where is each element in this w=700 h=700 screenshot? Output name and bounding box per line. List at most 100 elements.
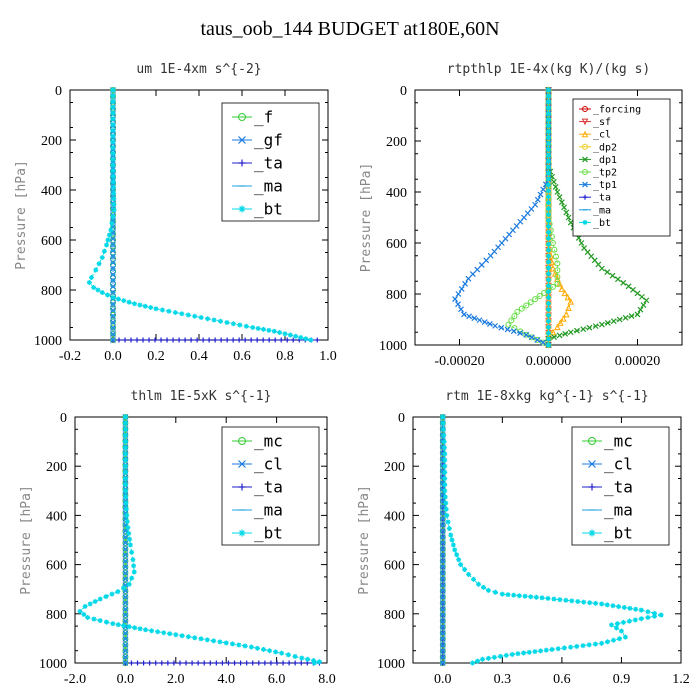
y-tick-label: 400 xyxy=(384,509,405,524)
data-point xyxy=(110,145,116,151)
data-point xyxy=(561,645,567,651)
data-point xyxy=(77,608,83,614)
data-point xyxy=(604,602,610,608)
data-point xyxy=(534,336,541,343)
legend-marker xyxy=(582,194,588,200)
data-point xyxy=(546,223,551,229)
data-point xyxy=(194,337,200,343)
legend-marker xyxy=(582,106,588,112)
data-point xyxy=(526,649,532,655)
y-tick-label: 800 xyxy=(41,284,62,299)
data-point xyxy=(611,637,617,643)
data-point xyxy=(498,324,505,331)
data-point xyxy=(110,214,116,220)
data-point xyxy=(292,653,298,659)
legend-label: _tp1 xyxy=(593,180,617,191)
data-point xyxy=(440,414,446,420)
data-point xyxy=(122,420,128,426)
data-point xyxy=(491,654,497,660)
data-point xyxy=(551,246,558,253)
data-point xyxy=(127,542,133,548)
y-tick-label: 800 xyxy=(46,608,67,623)
data-point xyxy=(110,621,116,627)
data-point xyxy=(254,337,260,343)
data-point xyxy=(121,623,127,629)
data-point xyxy=(509,651,515,657)
data-point xyxy=(82,603,88,609)
data-point xyxy=(96,261,102,267)
data-point xyxy=(153,306,159,312)
data-point xyxy=(632,617,638,623)
data-point xyxy=(546,182,551,188)
data-point xyxy=(546,336,551,342)
legend-marker xyxy=(582,156,588,163)
legend-label: _cl xyxy=(254,455,283,474)
legend: _forcing_sf _cl_dp2 _dp1 _tp2_tp1 _ta_ma _bt xyxy=(572,98,671,237)
data-point xyxy=(658,612,664,618)
data-point xyxy=(115,296,121,302)
data-point xyxy=(110,93,116,99)
data-point xyxy=(510,328,517,335)
data-point xyxy=(122,337,128,343)
legend-label: _cl xyxy=(593,130,611,141)
legend-label: _ma xyxy=(254,177,283,196)
data-point xyxy=(620,619,626,625)
data-point xyxy=(545,595,551,601)
data-point xyxy=(546,200,551,206)
data-point xyxy=(218,318,223,324)
data-point xyxy=(449,537,455,543)
series-bt xyxy=(86,87,314,343)
x-tick-label: 0.6 xyxy=(553,672,571,687)
data-point xyxy=(137,302,143,308)
panel-thlm: thlm 1E-5xK s^{-1} 0 200 400 600 800 1000-2.0 0… xyxy=(19,389,336,687)
legend-marker xyxy=(588,529,596,537)
data-point xyxy=(470,660,476,666)
data-point xyxy=(516,593,522,599)
data-point xyxy=(638,607,644,613)
data-point xyxy=(645,609,651,615)
data-point xyxy=(110,122,116,128)
data-point xyxy=(237,322,243,328)
data-point xyxy=(299,655,305,661)
data-point xyxy=(287,332,293,338)
y-tick-label: 1000 xyxy=(39,657,67,672)
data-point xyxy=(598,265,605,272)
data-point xyxy=(614,621,620,627)
data-point xyxy=(523,302,530,309)
data-point xyxy=(549,328,557,336)
legend-marker xyxy=(582,219,588,225)
data-point xyxy=(557,597,563,603)
data-point xyxy=(540,186,547,193)
data-point xyxy=(110,312,116,318)
data-point xyxy=(630,286,636,293)
data-point xyxy=(110,179,116,185)
data-point xyxy=(628,313,635,320)
data-point xyxy=(471,576,477,582)
data-point xyxy=(546,241,551,247)
data-point xyxy=(442,494,448,500)
data-point xyxy=(442,457,448,463)
data-point xyxy=(232,660,238,666)
data-point xyxy=(278,337,284,343)
data-point xyxy=(546,300,551,306)
legend-label: _cl xyxy=(604,455,633,474)
data-point xyxy=(110,295,116,300)
data-point xyxy=(546,283,551,289)
data-point xyxy=(640,302,647,308)
legend-marker xyxy=(238,113,246,121)
series-line xyxy=(454,90,549,346)
data-point xyxy=(205,316,211,322)
data-point xyxy=(461,311,467,318)
data-point xyxy=(308,337,314,343)
data-point xyxy=(115,622,121,628)
data-point xyxy=(105,292,111,298)
legend-marker xyxy=(588,437,596,445)
data-point xyxy=(546,342,551,348)
data-point xyxy=(440,426,446,432)
data-point xyxy=(616,604,622,610)
data-point xyxy=(605,639,611,645)
data-point xyxy=(563,209,570,216)
legend-label: _ta xyxy=(604,478,633,497)
data-point xyxy=(122,451,128,457)
data-point xyxy=(111,185,117,190)
